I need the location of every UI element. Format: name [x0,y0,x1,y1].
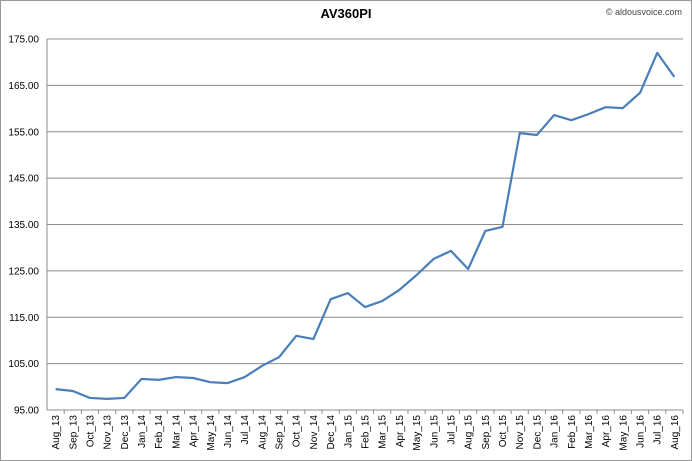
line-series [55,51,676,400]
x-tick-label: Apr_15 [395,415,406,448]
x-tick-label: Jun_15 [429,415,440,448]
x-tick-label: Aug_15 [464,415,475,450]
x-tick-label: Jun_14 [223,415,234,448]
y-tick-label: 105.00 [8,359,39,370]
x-tick-label: May_15 [412,415,423,451]
y-tick-label: 95.00 [14,406,39,417]
x-tick-label: Apr_14 [189,415,200,448]
x-tick-label: Jul_15 [446,415,457,445]
x-tick-label: Dec_14 [326,415,337,450]
x-tick-label: Jul_14 [240,415,251,445]
x-tick-label: Sep_13 [68,415,79,450]
x-tick-label: Mar_16 [584,415,595,449]
x-tick-label: Nov_13 [103,415,114,450]
y-tick-label: 135.00 [8,220,39,231]
x-tick-label: Dec_15 [532,415,543,450]
credit: © aldousvoice.com [606,7,682,17]
y-tick-label: 155.00 [8,127,39,138]
y-tick-label: 165.00 [8,81,39,92]
x-tick-label: Oct_13 [85,415,96,448]
x-tick-label: Apr_16 [601,415,612,448]
x-tick-label: Jan_14 [137,415,148,448]
y-tick-label: 125.00 [8,266,39,277]
x-tick-label: Feb_16 [567,415,578,449]
x-tick-label: Jun_16 [636,415,647,448]
x-tick-label: Oct_15 [498,415,509,448]
y-tick-label: 175.00 [8,35,39,46]
x-tick-label: Feb_15 [361,415,372,449]
x-tick-label: Sep_15 [481,415,492,450]
x-tick-label: Jan_15 [343,415,354,448]
x-tick-label: Aug_14 [257,415,268,450]
chart-title: AV360PI [320,6,371,21]
x-tick-label: May_16 [618,415,629,451]
x-tick-label: Jan_16 [550,415,561,448]
x-tick-label: May_14 [206,415,217,451]
x-tick-label: Sep_14 [275,415,286,450]
x-tick-label: Aug_13 [51,415,62,450]
x-tick-label: Dec_13 [120,415,131,450]
x-tick-label: Nov_15 [515,415,526,450]
x-tick-label: Aug_16 [670,415,681,450]
x-tick-label: Oct_14 [292,415,303,448]
x-tick-label: Mar_15 [378,415,389,449]
x-tick-label: Nov_14 [309,415,320,450]
y-tick-label: 115.00 [9,313,39,324]
x-tick-label: Feb_14 [154,415,165,449]
x-tick-label: Mar_14 [171,415,182,449]
x-tick-label: Jul_16 [653,415,664,445]
y-tick-label: 145.00 [8,174,39,185]
